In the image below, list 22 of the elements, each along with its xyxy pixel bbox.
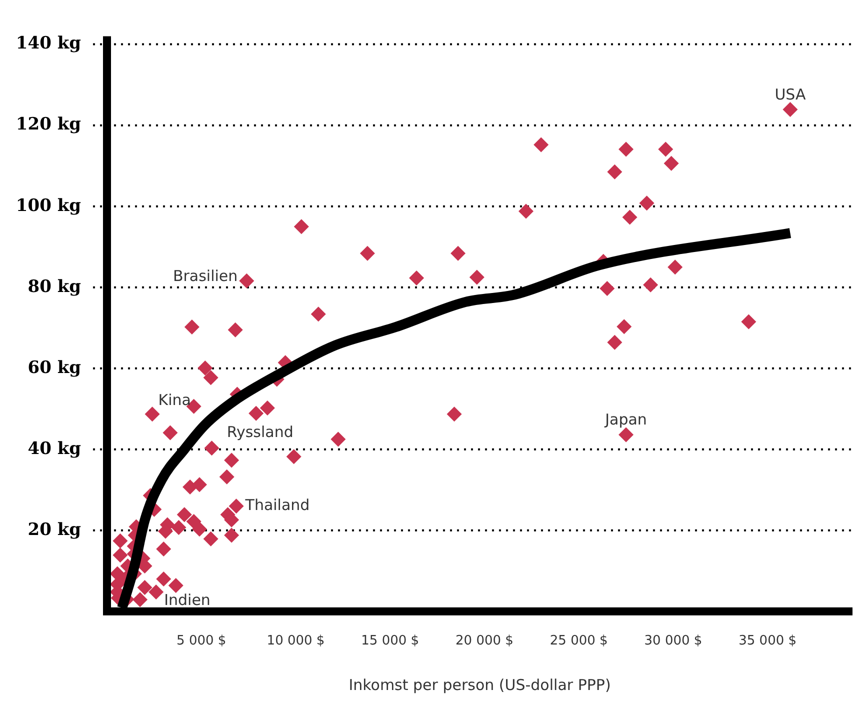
annotation: Thailand [244, 496, 310, 514]
y-tick-label: 60 kg [28, 358, 82, 378]
annotation: Brasilien [172, 266, 238, 285]
annotation: Kina [158, 391, 191, 410]
x-tick-label: 30 000 $ [644, 634, 702, 649]
annotation: USA [774, 85, 806, 104]
y-tick-label: 140 kg [16, 34, 82, 54]
y-tick-label: 40 kg [28, 438, 82, 459]
annotation: Japan [604, 410, 647, 429]
y-tick-label: 120 kg [16, 114, 82, 135]
y-tick-label: 100 kg [16, 196, 82, 216]
annotation: Ryssland [226, 423, 294, 442]
y-tick-label: 80 kg [28, 276, 82, 297]
x-tick-label: 35 000 $ [738, 634, 797, 649]
x-tick-label: 5 000 $ [176, 634, 226, 649]
annotation: Indien [164, 590, 210, 609]
y-tick-label: 20 kg [28, 520, 82, 540]
x-tick-label: 25 000 $ [550, 634, 608, 649]
x-tick-label: 15 000 $ [361, 634, 420, 649]
x-tick-label: 10 000 $ [266, 634, 325, 649]
x-axis-title: Inkomst per person (US-dollar PPP) [348, 676, 611, 694]
x-tick-label: 20 000 $ [456, 634, 514, 649]
